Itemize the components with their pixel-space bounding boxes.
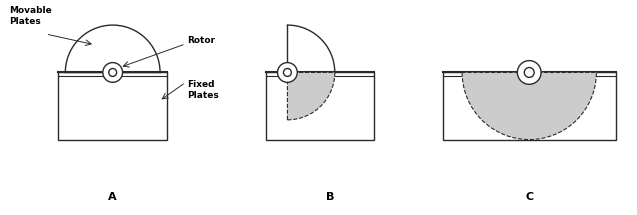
Bar [443, 72, 616, 140]
Text: Rotor: Rotor [187, 36, 215, 45]
Text: Fixed
Plates: Fixed Plates [187, 80, 218, 100]
Circle shape [109, 69, 117, 76]
Bar [266, 72, 375, 140]
Bar [59, 72, 167, 140]
Text: Movable
Plates: Movable Plates [9, 6, 52, 26]
Circle shape [283, 69, 291, 76]
Wedge shape [287, 72, 335, 120]
Text: B: B [326, 192, 334, 202]
Wedge shape [462, 72, 596, 140]
Text: C: C [525, 192, 533, 202]
Circle shape [278, 63, 297, 82]
Text: A: A [108, 192, 117, 202]
Circle shape [524, 68, 534, 77]
Circle shape [517, 61, 541, 84]
Circle shape [103, 63, 122, 82]
